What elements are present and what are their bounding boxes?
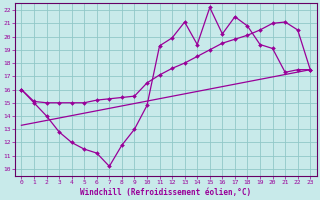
X-axis label: Windchill (Refroidissement éolien,°C): Windchill (Refroidissement éolien,°C) (80, 188, 252, 197)
